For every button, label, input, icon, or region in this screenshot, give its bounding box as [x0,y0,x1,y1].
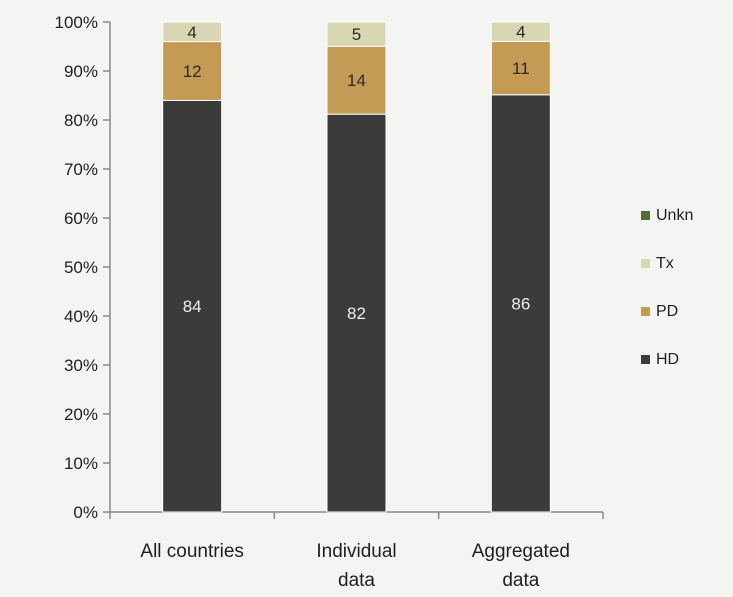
legend-swatch-unkn [641,211,650,220]
legend-swatch-hd [641,355,650,364]
data-labels: 84 12 4 82 14 5 86 11 4 [183,23,531,323]
data-label: 12 [183,62,202,81]
data-label: 84 [183,297,202,316]
bar-segment-hd [162,99,223,513]
bar-segment-tx [162,21,223,43]
legend-swatch-tx [641,259,650,268]
y-tick-label: 0% [73,503,98,522]
data-label: 5 [352,25,361,44]
data-label: 82 [347,304,366,323]
legend: Unkn Tx PD HD [641,207,693,368]
x-category-label: Individual data [316,541,396,591]
y-tick-label: 20% [64,405,98,424]
legend-label-pd: PD [656,303,678,320]
data-label: 4 [516,23,525,42]
bar-segment-tx [326,21,387,47]
y-tick-label: 90% [64,62,98,81]
x-category-label: Aggregated data [472,541,570,591]
bar-segment-pd [162,41,223,101]
y-tick-label: 30% [64,356,98,375]
data-label: 86 [511,294,530,313]
category-labels: All countries Individual data Aggregated dat… [140,541,570,591]
y-tick-label: 10% [64,454,98,473]
legend-label-tx: Tx [656,255,674,272]
legend-label-hd: HD [656,351,679,368]
y-tick-label: 50% [64,258,98,277]
y-tick-label: 60% [64,209,98,228]
bar-segment-hd [490,94,551,513]
y-tick-label: 100% [55,13,98,32]
data-label: 4 [187,23,196,42]
bar-segment-hd [326,113,387,513]
y-tick-label: 40% [64,307,98,326]
axes: 0% 10% 20% 30% 40% 50% 60% 70% 80% 90% 100% [55,13,604,522]
legend-label-unkn: Unkn [656,207,693,224]
bar-segment-tx [490,21,551,42]
y-tick-label: 80% [64,111,98,130]
data-label: 14 [347,71,366,90]
data-label: 11 [512,59,530,78]
legend-swatch-pd [641,307,650,316]
x-category-label: All countries [140,541,244,562]
y-tick-label: 70% [64,160,98,179]
bars [162,21,551,513]
bar-segment-pd [326,45,387,115]
